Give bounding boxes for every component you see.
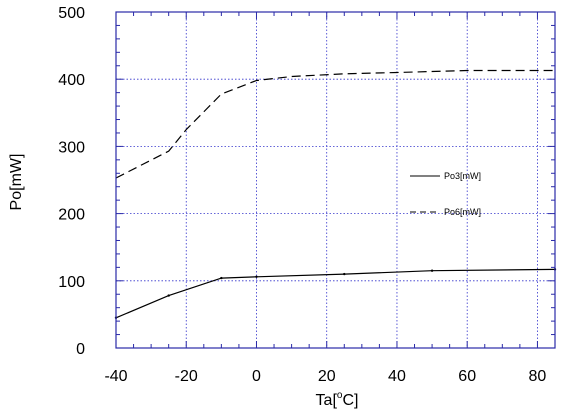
plot-border [115,11,556,349]
data-point [167,294,170,297]
tick-labels: -40 -20 0 20 40 60 80 0 100 200 300 400 500 [58,5,546,385]
data-point [255,275,258,278]
plot-frame [115,11,556,349]
y-tick-label: 500 [58,5,85,22]
y-axis-title: Po[mW] [8,154,25,211]
series-line-po6-mw [115,69,555,179]
data-point [220,276,223,280]
x-tick-label: 0 [252,368,261,385]
series-line-po3-mw [115,268,556,319]
x-tick-label: -40 [104,368,127,385]
y-tick-label: 300 [58,139,85,156]
y-tick-label: 0 [76,341,85,358]
y-tick-label: 400 [58,72,85,89]
x-tick-label: 60 [458,368,476,385]
x-tick-label: -20 [175,368,198,385]
y-tick-label: 200 [58,207,85,224]
data-point [343,272,346,276]
x-axis-title: Ta[oC] [316,390,359,409]
tick-marks [115,11,556,349]
x-tick-label: 40 [388,368,406,385]
series-lines [114,69,557,319]
legend-label: Po6[mW] [444,207,481,217]
x-tick-label: 80 [529,368,547,385]
legend-label: Po3[mW] [444,171,481,181]
grid-lines [116,12,555,348]
x-tick-label: 20 [318,368,336,385]
y-tick-label: 100 [58,274,85,291]
legend: Po3[mW] Po6[mW] [410,171,481,217]
data-point [430,269,434,272]
